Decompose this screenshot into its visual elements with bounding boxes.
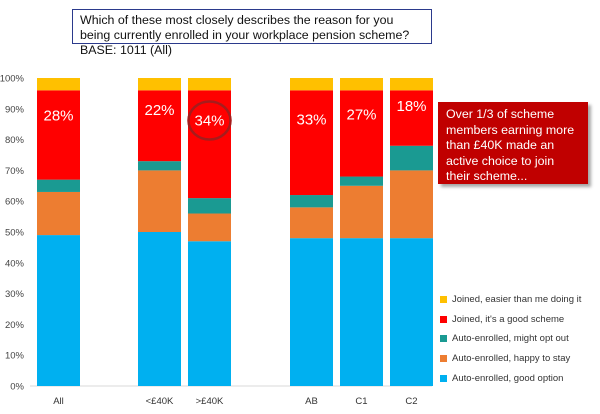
bar-segment-40K-s3 [138,90,181,162]
data-label: 34% [194,113,224,130]
bar-segment-All-s0 [37,235,80,386]
bar-segment-C2-s0 [390,238,433,386]
legend-label: Joined, easier than me doing it [452,294,582,306]
data-label: 18% [396,98,426,115]
bar-segment-All-s4 [37,78,80,91]
data-label: 28% [43,107,73,124]
data-label: 33% [296,112,326,129]
category-label: >£40K [196,396,224,407]
legend-swatch [440,374,447,382]
legend-label: Auto-enrolled, might opt out [452,333,569,345]
data-label: 27% [346,106,376,123]
highlight-circle [187,100,232,141]
y-tick-label: 80% [5,135,25,146]
legend-swatch [440,315,447,323]
chart-title: Which of these most closely describes th… [72,9,432,57]
bar-segment-40K-s2 [188,198,231,214]
bar-segment-C2-s4 [390,78,433,91]
legend-label: Joined, it's a good scheme [452,313,565,325]
bar-segment-C1-s0 [340,238,383,386]
legend-item: Joined, it's a good scheme [440,310,598,330]
callout-box: Over 1/3 of scheme members earning more … [438,102,588,184]
category-label: All [53,396,64,407]
y-tick-label: 40% [5,258,25,269]
y-tick-label: 100% [0,74,25,85]
y-tick-label: 10% [5,351,25,362]
legend-swatch [440,335,447,343]
bar-segment-AB-s1 [290,207,333,239]
bar-segment-AB-s4 [290,78,333,91]
bar-segment-40K-s1 [138,170,181,232]
bar-segment-All-s2 [37,179,80,192]
legend-swatch [440,296,447,304]
bar-segment-40K-s4 [138,78,181,91]
bar-segment-40K-s2 [138,161,181,171]
legend-item: Auto-enrolled, might opt out [440,329,598,349]
y-tick-label: 20% [5,320,25,331]
category-label: AB [305,396,318,407]
legend-label: Auto-enrolled, happy to stay [452,353,571,365]
legend-label: Auto-enrolled, good option [452,372,564,384]
category-label: C2 [405,396,417,407]
bar-segment-C2-s3 [390,90,433,146]
data-label: 22% [144,102,174,119]
bar-segment-All-s1 [37,191,80,236]
y-tick-label: 90% [5,104,25,115]
bar-segment-C2-s2 [390,145,433,171]
y-tick-label: 60% [5,197,25,208]
legend-swatch [440,355,447,363]
legend-item: Auto-enrolled, good option [440,368,598,388]
bar-segment-C1-s3 [340,90,383,177]
y-tick-label: 30% [5,289,25,300]
y-tick-label: 50% [5,228,25,239]
bar-segment-40K-s1 [188,213,231,242]
bar-segment-40K-s0 [138,232,181,386]
bar-segment-AB-s2 [290,195,333,208]
category-label: <£40K [146,396,174,407]
bar-segment-C1-s2 [340,176,383,186]
bar-segment-C1-s1 [340,185,383,239]
legend-item: Auto-enrolled, happy to stay [440,349,598,369]
bar-segment-40K-s4 [188,78,231,91]
bar-segment-40K-s0 [188,241,231,386]
y-tick-label: 70% [5,166,25,177]
bar-segment-AB-s3 [290,90,333,196]
bar-segment-All-s3 [37,90,80,180]
bar-segment-C1-s4 [340,78,383,91]
category-label: C1 [355,396,367,407]
bar-segment-C2-s1 [390,170,433,239]
bar-segment-AB-s0 [290,238,333,386]
legend: Joined, easier than me doing it Joined, i… [440,290,598,388]
legend-item: Joined, easier than me doing it [440,290,598,310]
y-tick-label: 0% [10,382,24,393]
